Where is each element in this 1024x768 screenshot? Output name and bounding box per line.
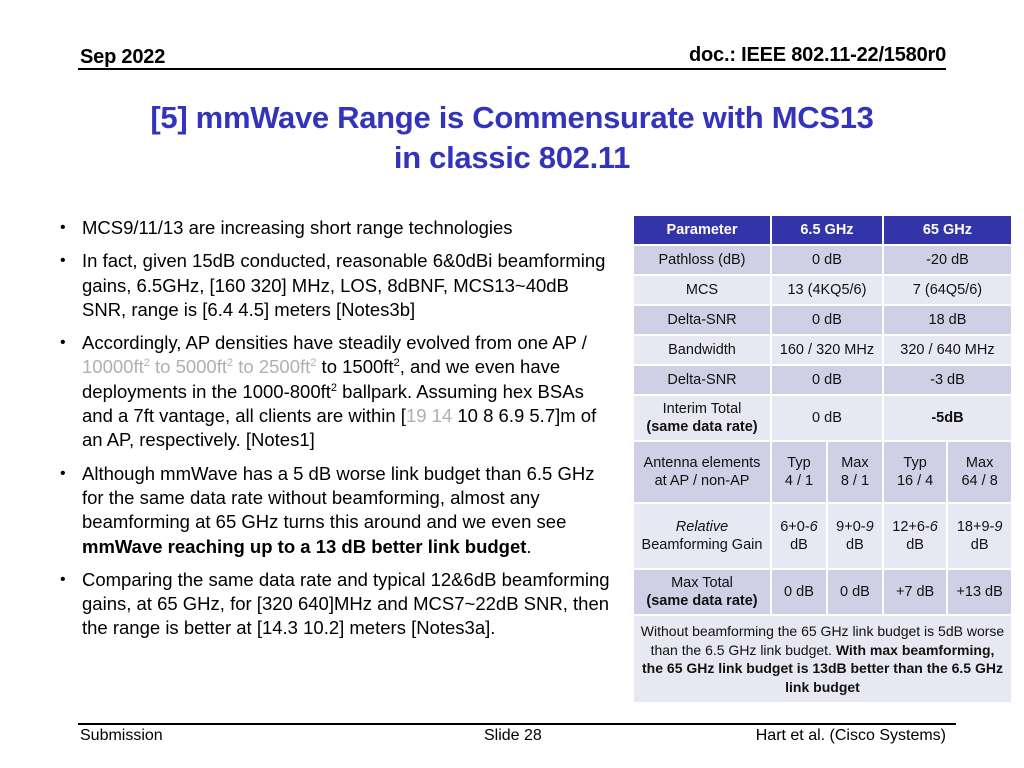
greyed-text: 10000ft2 to 5000ft2 to 2500ft2 xyxy=(82,356,317,378)
bullet-icon: • xyxy=(60,252,66,270)
slide-title-line2: in classic 802.11 xyxy=(393,140,631,175)
footer-submission: Submission xyxy=(80,727,163,744)
table-row: Pathloss (dB) 0 dB -20 dB xyxy=(632,244,1014,276)
slide-title-line1: [5] mmWave Range is Commensurate with MC… xyxy=(150,100,874,135)
column-header: 65 GHz xyxy=(881,214,1014,246)
bullet-icon: • xyxy=(60,570,66,588)
table-row-beamforming-gain: Relative Beamforming Gain 6+0-6 dB 9+0-9 dB… xyxy=(632,502,1013,570)
slide-title: [5] mmWave Range is Commensurate with MC… xyxy=(60,98,964,178)
table-note-row: Without beamforming the 65 GHz link budg… xyxy=(632,614,1013,704)
parameter-table: Parameter 6.5 GHz 65 GHz Pathloss (dB) 0… xyxy=(632,214,1014,704)
bullet-icon: • xyxy=(60,464,66,482)
footer-author: Hart et al. (Cisco Systems) xyxy=(755,727,946,744)
bullet-icon: • xyxy=(60,219,66,236)
bullet-item: • In fact, given 15dB conducted, reasona… xyxy=(60,250,606,320)
header-doc-id: doc.: IEEE 802.11-22/1580r0 xyxy=(689,44,946,66)
table-row: MCS 13 (4KQ5/6) 7 (64Q5/6) xyxy=(632,274,1014,306)
bullet-list: • MCS9/11/13 are increasing short range … xyxy=(58,216,618,650)
bullet-item: • Comparing the same data rate and typic… xyxy=(60,568,610,639)
table-row-antenna: Antenna elements at AP / non-AP Typ 4 / 1… xyxy=(632,440,1013,504)
bullet-icon: • xyxy=(60,334,66,352)
header-date: Sep 2022 xyxy=(80,46,166,68)
table-row: Delta-SNR 0 dB 18 dB xyxy=(632,304,1014,336)
footer-divider xyxy=(78,723,956,725)
header-divider xyxy=(78,68,946,70)
table-row-interim-total: Interim Total (same data rate) 0 dB -5dB xyxy=(632,394,1014,442)
column-header: 6.5 GHz xyxy=(770,214,884,246)
column-header: Parameter xyxy=(632,214,772,246)
table-row: Delta-SNR 0 dB -3 dB xyxy=(632,364,1014,396)
bullet-item: • Accordingly, AP densities have steadil… xyxy=(60,332,597,451)
table-row: Bandwidth 160 / 320 MHz 320 / 640 MHz xyxy=(632,334,1014,366)
bullet-item: • MCS9/11/13 are increasing short range … xyxy=(58,216,618,240)
greyed-text: 19 14 xyxy=(405,405,453,427)
table-header-row: Parameter 6.5 GHz 65 GHz xyxy=(632,214,1014,246)
footer-slide-number: Slide 28 xyxy=(484,727,542,744)
emphasis-text: mmWave reaching up to a 13 dB better lin… xyxy=(82,535,527,557)
bullet-item: • Although mmWave has a 5 dB worse link … xyxy=(60,462,595,557)
table-row-max-total: Max Total (same data rate) 0 dB 0 dB +7 d… xyxy=(632,568,1013,616)
